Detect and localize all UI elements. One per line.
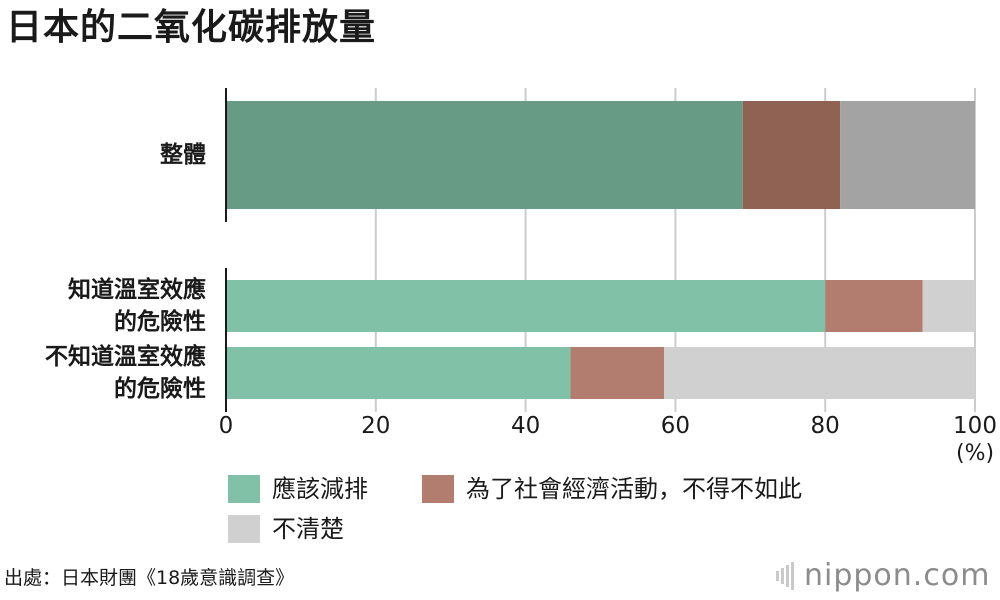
x-tick-label: 60	[660, 413, 691, 439]
category-label: 不知道溫室效應的危險性	[45, 341, 206, 405]
bar-segment	[840, 101, 975, 209]
legend-item-reduce: 應該減排	[228, 474, 368, 504]
bar-segment	[226, 280, 826, 332]
bar-segment	[742, 101, 841, 209]
legend-swatch	[228, 475, 260, 503]
legend-label: 應該減排	[272, 475, 368, 503]
x-tick-label: 40	[510, 413, 541, 439]
legend-item-unavoidable: 為了社會經濟活動，不得不如此	[422, 474, 802, 504]
x-tick-label: 100	[953, 413, 997, 439]
source-note: 出處：日本財團《18歲意識調查》	[4, 567, 295, 589]
brand-mark-icon	[776, 562, 796, 590]
bar-segment	[664, 347, 975, 399]
x-tick-label: 80	[810, 413, 840, 439]
bar-segment	[226, 347, 571, 399]
legend-label: 不清楚	[272, 515, 344, 543]
category-label: 知道溫室效應的危險性	[68, 274, 206, 338]
legend-swatch	[228, 515, 260, 543]
brand-name: nippon.com	[804, 558, 991, 593]
bar-segment	[570, 347, 665, 399]
category-label-line: 的危險性	[114, 376, 206, 402]
x-tick-label: 20	[361, 413, 391, 439]
x-axis-unit: (%)	[956, 441, 995, 466]
category-label: 整體	[160, 139, 206, 171]
legend-item-unclear: 不清楚	[228, 514, 344, 544]
category-label-line: 不知道溫室效應	[45, 344, 206, 370]
bar-segment	[825, 280, 923, 332]
category-label-line: 的危險性	[114, 309, 206, 335]
legend-swatch	[422, 475, 454, 503]
bar-segment	[226, 101, 743, 209]
category-label-line: 知道溫室效應	[68, 277, 206, 303]
legend-label: 為了社會經濟活動，不得不如此	[466, 475, 802, 503]
category-label-line: 整體	[160, 142, 206, 168]
brand-logo: nippon.com	[776, 558, 990, 594]
chart-title: 日本的二氧化碳排放量	[6, 7, 377, 48]
bar-segment	[922, 280, 975, 332]
x-tick-label: 0	[218, 413, 234, 439]
